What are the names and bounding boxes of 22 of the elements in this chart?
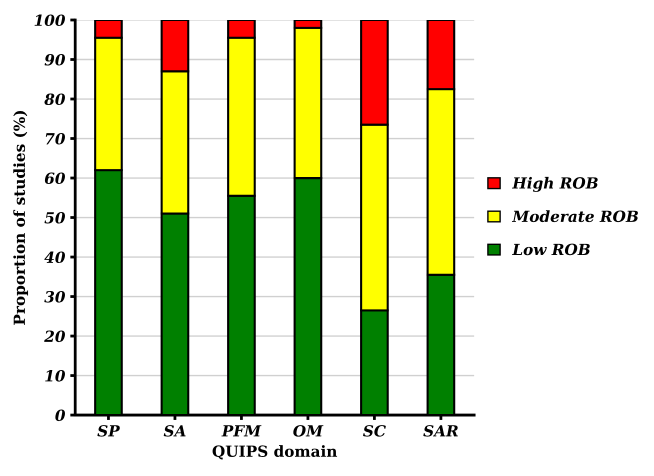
y-tick-label: 0 xyxy=(55,410,65,422)
x-tick-label: SAR xyxy=(423,425,458,437)
legend-label: Moderate ROB xyxy=(512,210,638,222)
y-tick-label: 80 xyxy=(44,93,65,106)
legend-label: High ROB xyxy=(512,176,598,192)
y-tick-label: 60 xyxy=(44,172,65,184)
legend-label: Low ROB xyxy=(512,244,590,256)
x-tick-label: SP xyxy=(97,425,120,437)
x-axis-title: QUIPS domain xyxy=(212,445,338,460)
y-tick-label: 70 xyxy=(46,132,65,145)
y-tick-label: 10 xyxy=(45,370,65,382)
y-tick-label: 20 xyxy=(44,330,65,342)
y-tick-label: 40 xyxy=(44,252,65,264)
y-tick-label: 30 xyxy=(44,291,65,303)
x-tick-label: SA xyxy=(164,425,186,437)
x-tick-label: SC xyxy=(363,425,386,437)
y-tick-label: 90 xyxy=(44,54,65,66)
x-tick-label: OM xyxy=(293,425,324,437)
y-tick-label: 50 xyxy=(44,212,65,224)
y-tick-label: 100 xyxy=(34,14,65,26)
x-tick-label: PFM xyxy=(221,425,262,436)
y-axis-title: Proportion of studies (%) xyxy=(13,110,28,325)
